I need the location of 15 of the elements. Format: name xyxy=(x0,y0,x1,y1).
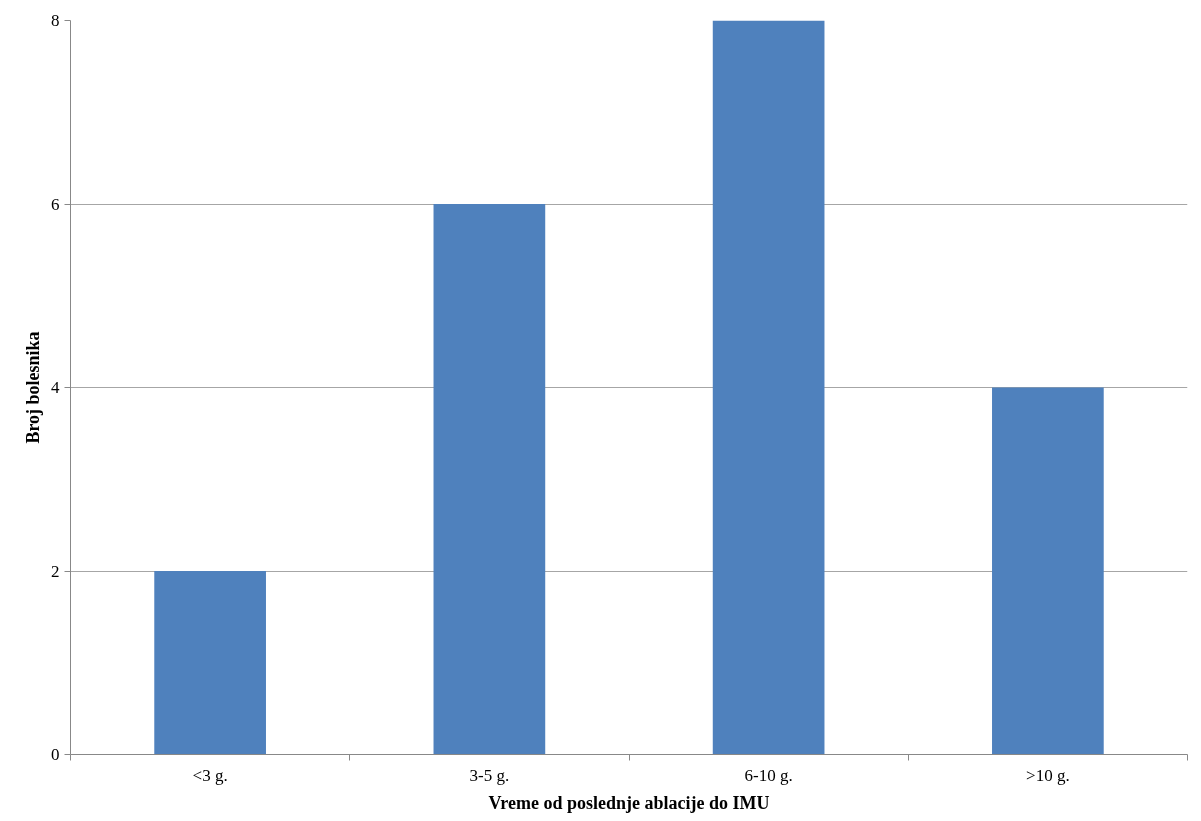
x-tick-label: <3 g. xyxy=(192,765,228,785)
bar xyxy=(992,387,1104,755)
x-tick-label: >10 g. xyxy=(1026,765,1070,785)
y-tick-label: 4 xyxy=(51,378,60,397)
y-tick-label: 2 xyxy=(51,561,60,581)
x-tick-label: 6-10 g. xyxy=(744,765,793,785)
y-tick-label: 8 xyxy=(51,11,60,30)
y-axis-title: Broj bolesnika xyxy=(23,331,43,444)
bar xyxy=(433,204,546,755)
y-tick-label: 6 xyxy=(51,194,60,214)
x-axis-title: Vreme od poslednje ablacije do IMU xyxy=(488,792,770,813)
bar xyxy=(154,571,266,755)
bar xyxy=(712,20,825,755)
y-tick-label: 0 xyxy=(51,745,60,764)
x-tick-label: 3-5 g. xyxy=(469,765,510,785)
